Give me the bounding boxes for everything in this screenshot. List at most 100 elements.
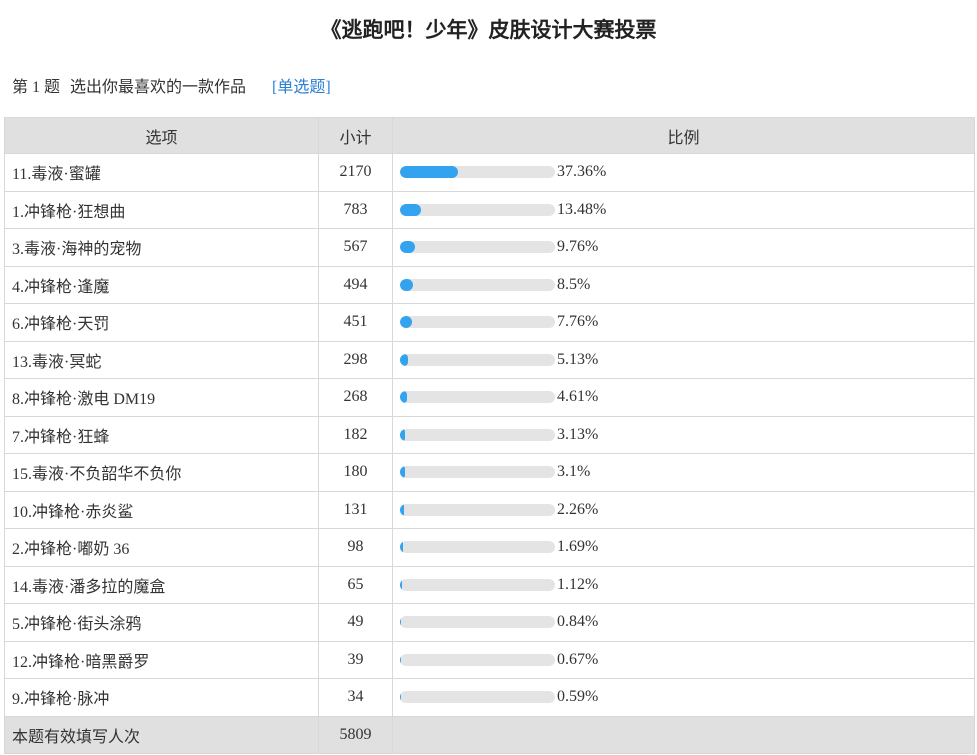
count: 268 [318,378,393,417]
bar-track [400,278,555,291]
option: 6.冲锋枪·天罚 [4,303,319,342]
ratio-cell: 3.13% [392,415,975,454]
bar-track [400,541,555,554]
result-row: 14.毒液·潘多拉的魔盒 65 1.12% [4,565,975,604]
option: 11.毒液·蜜罐 [4,153,319,192]
count: 182 [318,415,393,454]
bar-track [400,616,555,629]
footer-label: 本题有效填写人次 [4,715,319,754]
percent-label: 3.1% [557,463,591,481]
percent-label: 1.12% [557,575,599,593]
column-header: 选项 [4,117,319,154]
option: 10.冲锋枪·赤炎鲨 [4,490,319,529]
result-row: 3.毒液·海神的宠物 567 9.76% [4,228,975,267]
header-row: 选项 小计 比例 [4,117,975,154]
count: 131 [318,490,393,529]
result-row: 13.毒液·冥蛇 298 5.13% [4,340,975,379]
column-header: 比例 [392,117,975,154]
bar-fill [400,203,421,216]
bar-fill [400,278,414,291]
count: 783 [318,190,393,229]
percent-label: 4.61% [557,388,599,406]
bar-fill [400,616,402,629]
count: 98 [318,528,393,567]
option: 4.冲锋枪·逢魔 [4,265,319,304]
count: 2170 [318,153,393,192]
option: 9.冲锋枪·脉冲 [4,678,319,717]
option: 14.毒液·潘多拉的魔盒 [4,565,319,604]
bar-fill [400,653,402,666]
result-row: 12.冲锋枪·暗黑爵罗 39 0.67% [4,640,975,679]
bar-fill [400,691,401,704]
bar-track [400,691,555,704]
option: 1.冲锋枪·狂想曲 [4,190,319,229]
percent-label: 0.67% [557,650,599,668]
count: 65 [318,565,393,604]
ratio-cell: 37.36% [392,153,975,192]
bar-track [400,166,555,179]
ratio-cell: 0.84% [392,603,975,642]
result-row: 1.冲锋枪·狂想曲 783 13.48% [4,190,975,229]
percent-label: 3.13% [557,425,599,443]
percent-label: 37.36% [557,163,607,181]
ratio-cell: 0.67% [392,640,975,679]
percent-label: 9.76% [557,238,599,256]
result-row: 6.冲锋枪·天罚 451 7.76% [4,303,975,342]
question: 第 1 题选出你最喜欢的一款作品 [单选题] [12,73,331,97]
percent-label: 2.26% [557,500,599,518]
question-number: 第 1 题 [12,79,61,96]
ratio-cell: 1.69% [392,528,975,567]
percent-label: 13.48% [557,200,607,218]
bar-track [400,241,555,254]
result-row: 11.毒液·蜜罐 2170 37.36% [4,153,975,192]
ratio-cell: 8.5% [392,265,975,304]
result-row: 4.冲锋枪·逢魔 494 8.5% [4,265,975,304]
option: 8.冲锋枪·激电 DM19 [4,378,319,417]
bar-track [400,578,555,591]
count: 494 [318,265,393,304]
bar-fill [400,503,404,516]
bar-fill [400,428,405,441]
ratio-cell: 7.76% [392,303,975,342]
bar-fill [400,241,416,254]
option: 5.冲锋枪·街头涂鸦 [4,603,319,642]
bar-fill [400,578,402,591]
ratio-cell: 1.12% [392,565,975,604]
count: 39 [318,640,393,679]
option: 7.冲锋枪·狂蜂 [4,415,319,454]
bar-fill [400,541,403,554]
result-row: 2.冲锋枪·嘟奶 36 98 1.69% [4,528,975,567]
footer-empty [392,715,975,754]
option: 12.冲锋枪·暗黑爵罗 [4,640,319,679]
ratio-cell: 0.59% [392,678,975,717]
bar-track [400,428,555,441]
bar-track [400,203,555,216]
bar-fill [400,353,408,366]
result-row: 15.毒液·不负韶华不负你 180 3.1% [4,453,975,492]
column-header: 小计 [318,117,393,154]
result-row: 9.冲锋枪·脉冲 34 0.59% [4,678,975,717]
percent-label: 0.84% [557,613,599,631]
results-table: 选项 小计 比例 11.毒液·蜜罐 2170 37.36% 1.冲锋枪·狂想曲 783 13.4… [4,117,975,754]
percent-label: 7.76% [557,313,599,331]
count: 298 [318,340,393,379]
bar-fill [400,166,458,179]
percent-label: 1.69% [557,538,599,556]
ratio-cell: 5.13% [392,340,975,379]
count: 567 [318,228,393,267]
count: 34 [318,678,393,717]
bar-track [400,316,555,329]
ratio-cell: 2.26% [392,490,975,529]
result-row: 8.冲锋枪·激电 DM19 268 4.61% [4,378,975,417]
bar-track [400,353,555,366]
result-row: 7.冲锋枪·狂蜂 182 3.13% [4,415,975,454]
result-row: 5.冲锋枪·街头涂鸦 49 0.84% [4,603,975,642]
count: 451 [318,303,393,342]
footer-row: 本题有效填写人次 5809 [4,715,975,754]
bar-track [400,391,555,404]
ratio-cell: 13.48% [392,190,975,229]
result-row: 10.冲锋枪·赤炎鲨 131 2.26% [4,490,975,529]
question-type[interactable]: [单选题] [272,79,331,96]
bar-fill [400,466,405,479]
